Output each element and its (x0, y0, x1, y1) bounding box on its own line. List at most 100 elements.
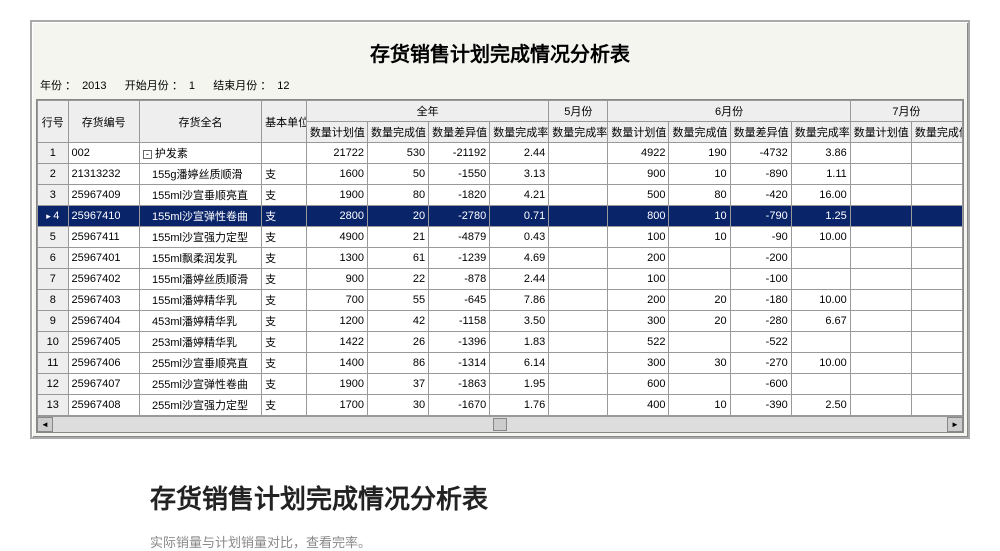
cell[interactable]: 100 (608, 269, 669, 290)
col-name[interactable]: 存货全名 (139, 101, 261, 143)
cell[interactable]: 22 (368, 269, 429, 290)
table-row[interactable]: 1325967408 255ml沙宣强力定型支170030-16701.7640… (38, 395, 963, 416)
cell[interactable]: 4.69 (490, 248, 549, 269)
cell[interactable]: -1670 (429, 395, 490, 416)
scroll-right-button[interactable]: ► (947, 417, 963, 432)
cell[interactable]: 13 (38, 395, 69, 416)
cell[interactable] (549, 332, 608, 353)
table-row[interactable]: 1125967406 255ml沙宣垂顺亮直支140086-13146.1430… (38, 353, 963, 374)
cell[interactable]: 30 (669, 353, 730, 374)
cell[interactable]: -1863 (429, 374, 490, 395)
cell[interactable]: -1820 (429, 185, 490, 206)
cell[interactable]: -1239 (429, 248, 490, 269)
cell[interactable]: 255ml沙宣强力定型 (139, 395, 261, 416)
cell[interactable]: -1314 (429, 353, 490, 374)
cell[interactable] (850, 374, 911, 395)
cell[interactable]: 21722 (306, 143, 367, 164)
col-m6-plan[interactable]: 数量计划值 (608, 122, 669, 143)
cell[interactable]: 30 (368, 395, 429, 416)
cell[interactable] (791, 269, 850, 290)
cell[interactable]: 10.00 (791, 353, 850, 374)
cell[interactable] (911, 185, 962, 206)
cell[interactable]: 11 (38, 353, 69, 374)
cell[interactable]: 26 (368, 332, 429, 353)
cell[interactable]: 25967409 (68, 185, 139, 206)
cell[interactable]: 支 (262, 395, 307, 416)
cell[interactable]: 25967408 (68, 395, 139, 416)
cell[interactable]: 21313232 (68, 164, 139, 185)
cell[interactable] (911, 164, 962, 185)
cell[interactable]: 支 (262, 206, 307, 227)
col-code[interactable]: 存货编号 (68, 101, 139, 143)
cell[interactable]: 155ml沙宣弹性卷曲 (139, 206, 261, 227)
cell[interactable]: -522 (730, 332, 791, 353)
cell[interactable] (850, 395, 911, 416)
cell[interactable]: -1396 (429, 332, 490, 353)
cell[interactable]: -21192 (429, 143, 490, 164)
cell[interactable]: 80 (669, 185, 730, 206)
cell[interactable] (549, 353, 608, 374)
cell[interactable]: -890 (730, 164, 791, 185)
cell[interactable]: 300 (608, 311, 669, 332)
cell[interactable]: -90 (730, 227, 791, 248)
cell[interactable]: 002 (68, 143, 139, 164)
cell[interactable]: 25967401 (68, 248, 139, 269)
cell[interactable]: 1 (38, 143, 69, 164)
cell[interactable]: -270 (730, 353, 791, 374)
cell[interactable] (791, 332, 850, 353)
cell[interactable]: -2780 (429, 206, 490, 227)
cell[interactable] (850, 311, 911, 332)
table-row[interactable]: 325967409 155ml沙宣垂顺亮直支190080-18204.21500… (38, 185, 963, 206)
cell[interactable]: 155ml沙宣垂顺亮直 (139, 185, 261, 206)
col-m5-rate[interactable]: 数量完成率 (549, 122, 608, 143)
col-m6-diff[interactable]: 数量差异值 (730, 122, 791, 143)
cell[interactable]: 6.67 (791, 311, 850, 332)
scroll-thumb[interactable] (493, 418, 507, 431)
cell[interactable]: -878 (429, 269, 490, 290)
cell[interactable]: 20 (368, 206, 429, 227)
cell[interactable]: 2800 (306, 206, 367, 227)
cell[interactable]: 200 (608, 248, 669, 269)
cell[interactable]: 1.95 (490, 374, 549, 395)
cell[interactable]: 支 (262, 164, 307, 185)
cell[interactable]: 10.00 (791, 227, 850, 248)
cell[interactable] (549, 143, 608, 164)
cell[interactable] (911, 353, 962, 374)
col-unit[interactable]: 基本单位 (262, 101, 307, 143)
cell[interactable]: 2.50 (791, 395, 850, 416)
table-row[interactable]: 925967404 453ml潘婷精华乳支120042-11583.503002… (38, 311, 963, 332)
cell[interactable] (549, 206, 608, 227)
cell[interactable] (549, 311, 608, 332)
cell[interactable] (791, 374, 850, 395)
cell[interactable]: 支 (262, 185, 307, 206)
cell[interactable] (911, 269, 962, 290)
col-done[interactable]: 数量完成值 (368, 122, 429, 143)
cell[interactable] (911, 206, 962, 227)
cell[interactable] (262, 143, 307, 164)
table-row[interactable]: 725967402 155ml潘婷丝质顺滑支90022-8782.44100-1… (38, 269, 963, 290)
cell[interactable]: 1.11 (791, 164, 850, 185)
cell[interactable]: 530 (368, 143, 429, 164)
cell[interactable]: 10 (669, 164, 730, 185)
colgroup-m6[interactable]: 6月份 (608, 101, 850, 122)
cell[interactable]: 支 (262, 374, 307, 395)
cell[interactable] (911, 248, 962, 269)
cell[interactable] (911, 374, 962, 395)
cell[interactable]: 1900 (306, 374, 367, 395)
cell[interactable]: 10 (669, 395, 730, 416)
cell[interactable]: 253ml潘婷精华乳 (139, 332, 261, 353)
cell[interactable] (549, 248, 608, 269)
cell[interactable]: 7 (38, 269, 69, 290)
cell[interactable]: 600 (608, 374, 669, 395)
table-row[interactable]: 1025967405 253ml潘婷精华乳支142226-13961.83522… (38, 332, 963, 353)
cell[interactable]: 8 (38, 290, 69, 311)
cell[interactable]: 9 (38, 311, 69, 332)
cell[interactable]: 1700 (306, 395, 367, 416)
data-grid[interactable]: 行号 存货编号 存货全名 基本单位 全年 5月份 6月份 7月份 数量计划值 数… (36, 99, 964, 433)
cell[interactable]: 21 (368, 227, 429, 248)
cell[interactable] (549, 374, 608, 395)
table-row[interactable]: 425967410 155ml沙宣弹性卷曲支280020-27800.71800… (38, 206, 963, 227)
cell[interactable] (911, 227, 962, 248)
cell[interactable] (669, 374, 730, 395)
cell[interactable]: 400 (608, 395, 669, 416)
